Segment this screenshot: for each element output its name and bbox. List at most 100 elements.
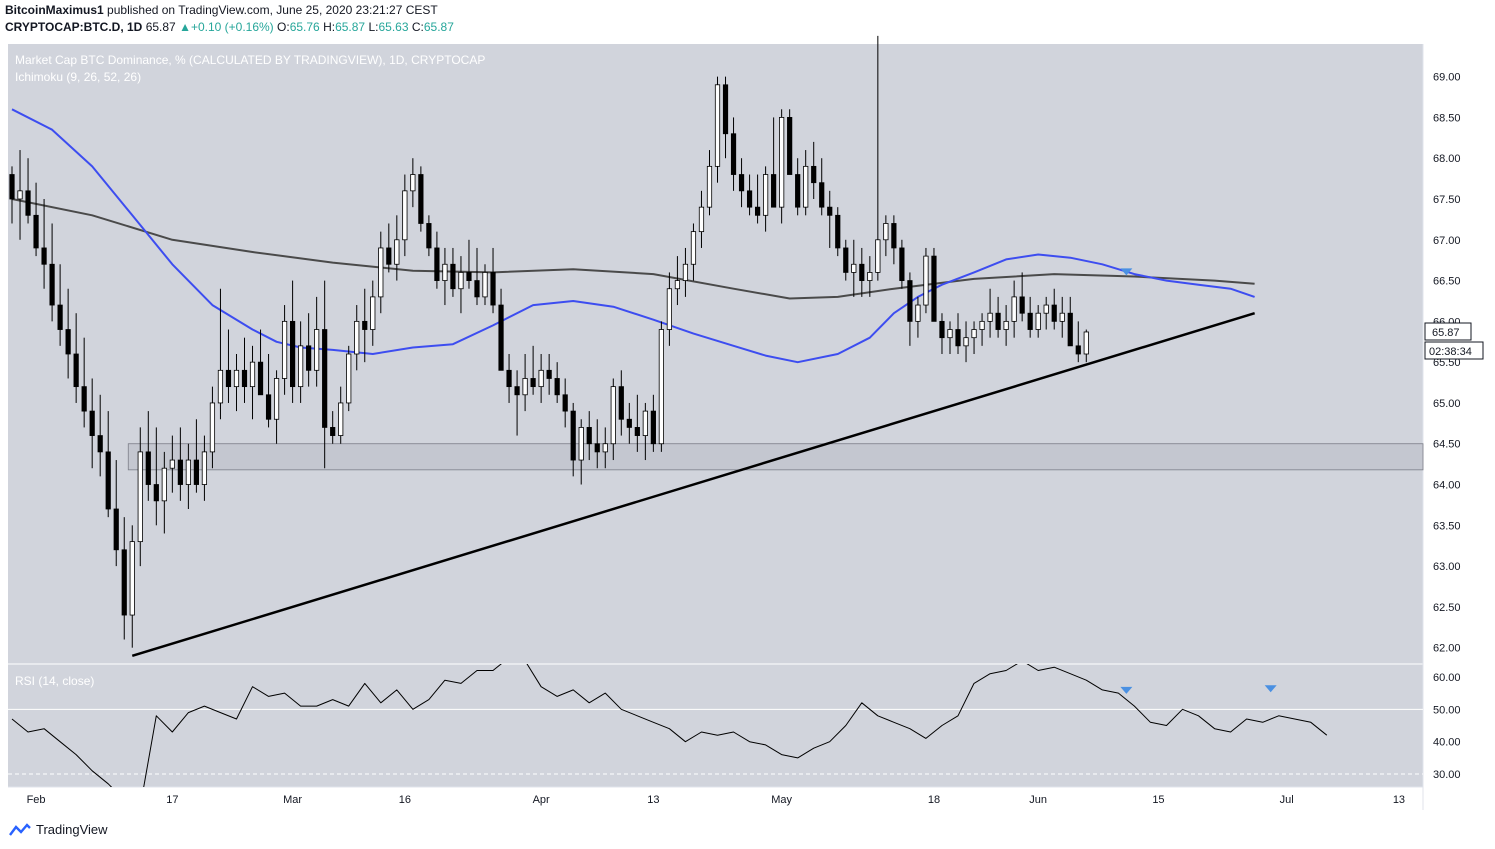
candle-body — [602, 443, 608, 453]
low-label: L: — [368, 20, 379, 34]
candle-body — [554, 378, 560, 396]
rsi-tick-label: 50.00 — [1433, 704, 1461, 716]
candle-body — [97, 435, 103, 453]
candle-body — [394, 239, 400, 265]
candle-body — [594, 443, 600, 453]
candle-body — [682, 263, 689, 281]
price-tick-label: 63.50 — [1433, 520, 1461, 532]
candle-body — [1027, 312, 1033, 330]
candle-body — [73, 353, 79, 388]
open-label: O: — [277, 20, 290, 34]
candle-body — [458, 272, 464, 290]
candle-body — [891, 223, 897, 249]
support-zone-rect — [127, 443, 1424, 471]
candle-body — [570, 410, 576, 461]
candle-body — [257, 361, 264, 396]
author-name[interactable]: BitcoinMaximus1 — [5, 3, 104, 17]
candle-body — [161, 467, 167, 502]
candle-body — [1011, 296, 1017, 322]
gray-ma-line — [11, 198, 1255, 300]
candle-body — [618, 386, 624, 420]
candle-body — [947, 329, 953, 339]
blue-moving-average — [11, 108, 1255, 364]
candle-body — [450, 263, 456, 290]
candle-body — [346, 353, 352, 404]
time-axis[interactable]: Feb 17 Mar 16 Apr 13 May 18 Jun 15 Jul 13 — [27, 794, 1405, 806]
price-axis[interactable]: 62.00 62.50 63.00 63.50 64.00 64.50 65.00 65.50… — [1433, 72, 1461, 655]
candle-body — [939, 320, 945, 339]
candle-body — [57, 304, 63, 330]
time-tick-label: May — [771, 794, 792, 806]
close-label: C: — [411, 20, 424, 34]
candle-body — [410, 174, 416, 192]
candle-body — [418, 174, 424, 224]
candle-body — [803, 165, 809, 208]
candle-body — [386, 247, 392, 265]
time-tick-label: 13 — [1393, 794, 1405, 806]
candle-body — [779, 117, 785, 208]
time-tick-label: Feb — [27, 794, 46, 806]
ascending-trendline[interactable] — [131, 312, 1256, 658]
candle-body — [338, 402, 344, 436]
rsi-reference-lines — [8, 708, 1423, 775]
brand-name: TradingView — [36, 822, 108, 837]
bearish-marker — [1120, 268, 1133, 276]
candle-body — [378, 247, 384, 298]
candle-body — [474, 280, 480, 298]
rsi-polyline — [11, 664, 1328, 787]
support-zone[interactable] — [127, 443, 1424, 471]
candle-body — [129, 541, 135, 616]
time-tick-label: 17 — [166, 794, 178, 806]
time-tick-label: 18 — [928, 794, 940, 806]
price-badge-group: 65.87 02:38:34 — [1424, 322, 1484, 360]
candle-body — [233, 369, 240, 388]
candle-body — [931, 255, 937, 322]
low-value: 65.63 — [378, 20, 409, 34]
candle-body — [1043, 304, 1049, 314]
candle-body — [746, 190, 753, 208]
candle-body — [330, 427, 336, 436]
rsi-pane[interactable] — [8, 664, 1423, 787]
candle-body — [402, 190, 408, 241]
candle-body — [306, 345, 312, 371]
rsi-axis[interactable]: 30.00 40.00 50.00 60.00 — [1433, 672, 1461, 781]
price-badge-bg — [1424, 322, 1472, 341]
bearish-markers — [1120, 268, 1133, 276]
candle-body — [979, 320, 985, 330]
candle-body — [362, 320, 368, 330]
candle-body — [169, 459, 175, 469]
candle-body — [634, 427, 640, 436]
candle-body — [738, 174, 745, 192]
price-badge: 65.87 — [1432, 327, 1460, 339]
candle-body — [514, 386, 520, 396]
price-tick-label: 68.00 — [1433, 153, 1461, 165]
candle-body — [177, 459, 183, 485]
candle-body — [955, 329, 961, 347]
candle-body — [843, 247, 849, 273]
footer-brand[interactable]: TradingView — [8, 822, 108, 837]
candle-body — [185, 459, 191, 485]
candle-body — [25, 190, 31, 216]
gray-moving-average — [11, 198, 1255, 300]
candle-body — [763, 174, 769, 216]
candle-body — [89, 410, 95, 436]
price-tick-label: 69.00 — [1433, 72, 1461, 84]
price-tick-label: 65.00 — [1433, 398, 1461, 410]
rsi-line — [11, 664, 1328, 787]
candle-body — [666, 288, 673, 330]
rsi-label[interactable]: RSI (14, close) — [15, 674, 94, 688]
candle-body — [370, 296, 376, 330]
candle-body — [434, 247, 440, 281]
candle-body — [578, 427, 584, 461]
ichimoku-label[interactable]: Ichimoku (9, 26, 52, 26) — [15, 70, 141, 84]
price-tick-label: 67.00 — [1433, 235, 1461, 247]
price-tick-label: 62.00 — [1433, 643, 1461, 655]
time-tick-label: 16 — [399, 794, 411, 806]
rsi-tick-label: 40.00 — [1433, 737, 1461, 749]
candle-body — [81, 386, 87, 412]
up-arrow-icon: ▲ — [179, 20, 191, 34]
candle-body — [506, 369, 512, 388]
candle-body — [145, 451, 151, 485]
time-tick-label: Mar — [283, 794, 302, 806]
